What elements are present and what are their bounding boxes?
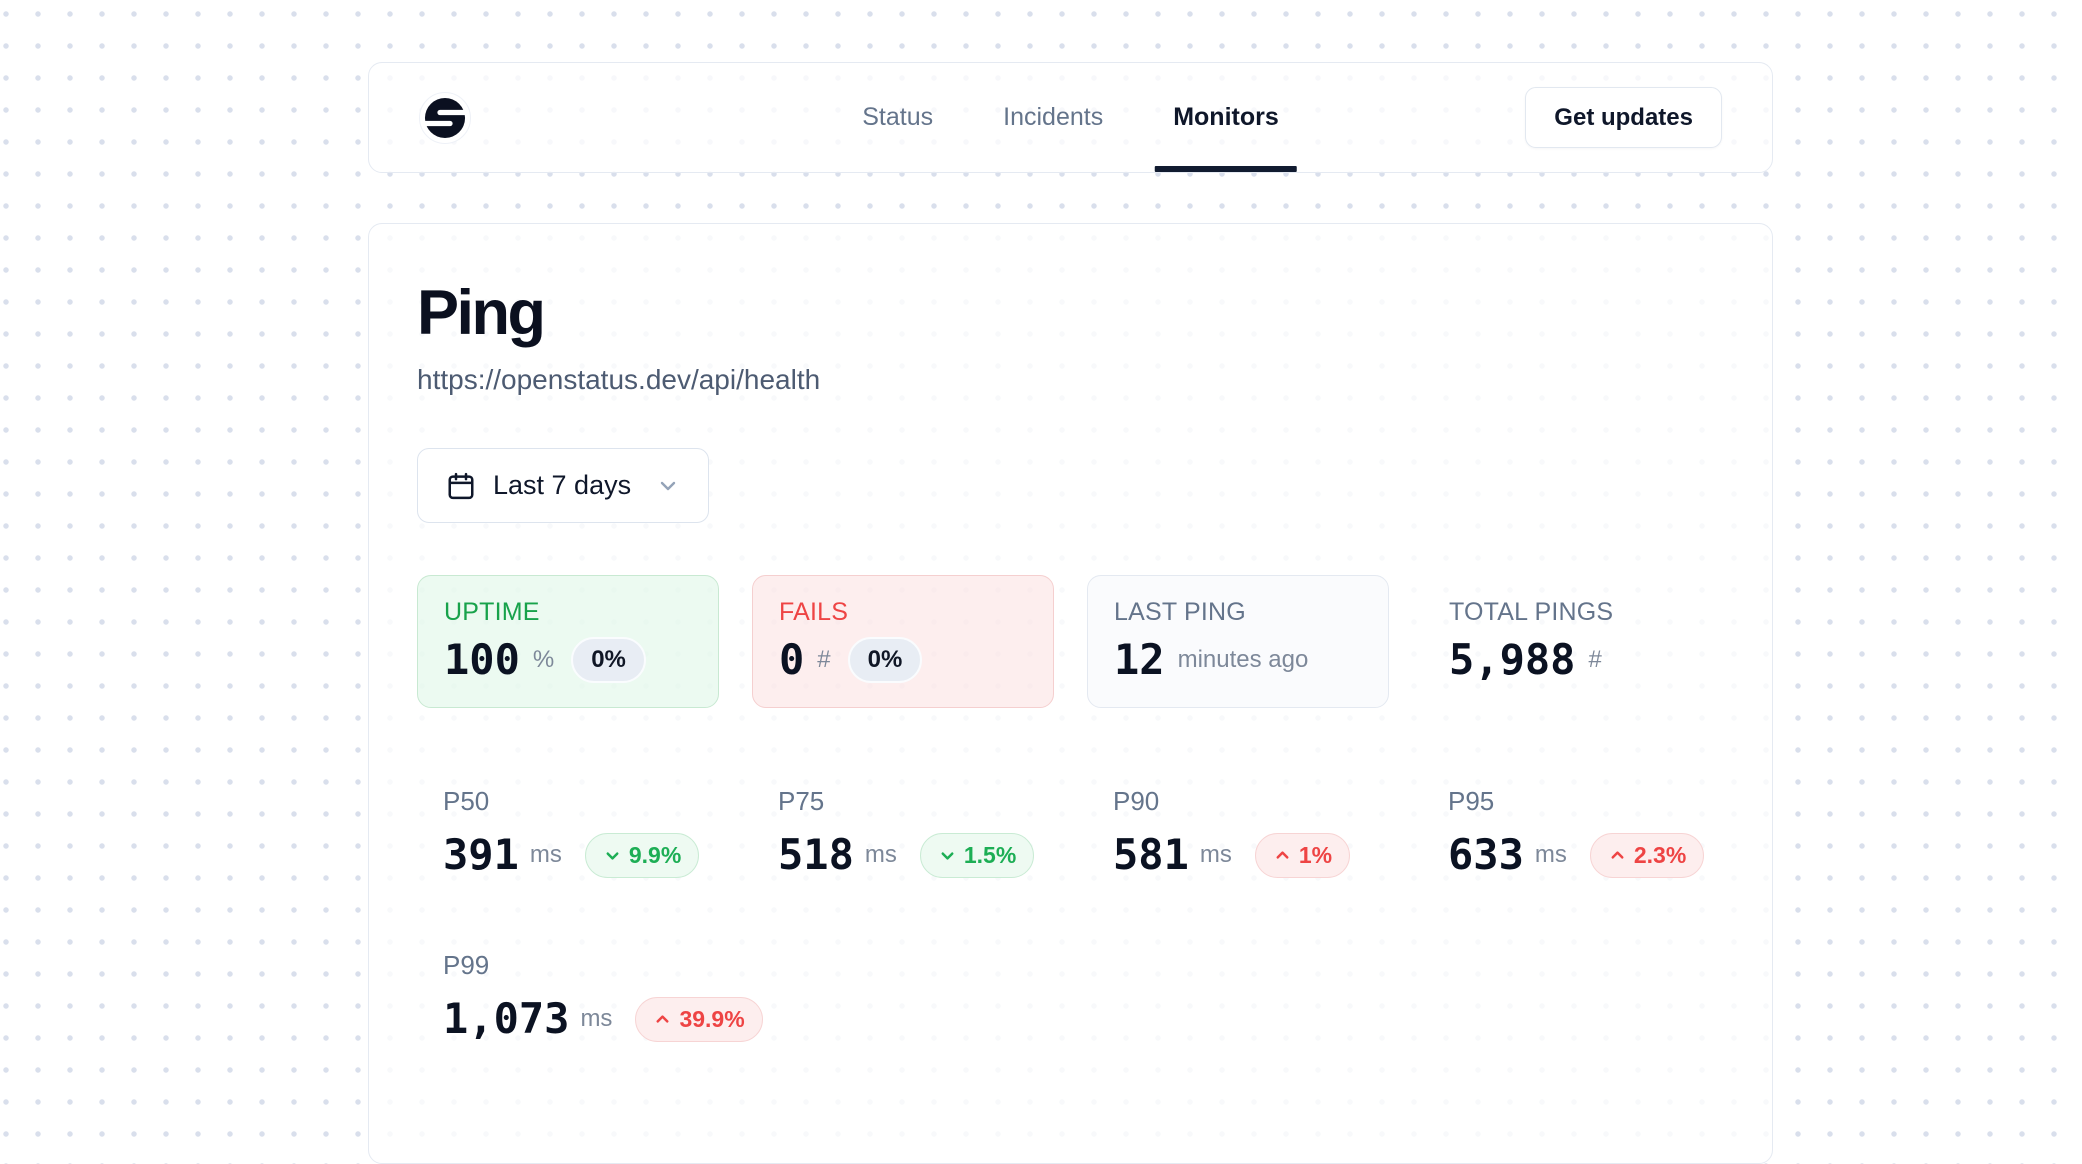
page: Status Incidents Monitors Get updates Pi… (368, 0, 1773, 1164)
trend-badge: 39.9% (635, 996, 763, 1042)
chevron-up-icon (1608, 846, 1627, 865)
percentile-value: 391 (443, 830, 519, 880)
percentiles-row-2: P99 1,073 ms 39.9% (417, 950, 1724, 1042)
stat-value: 5,988 (1449, 635, 1576, 685)
stat-label: FAILS (779, 598, 849, 627)
calendar-icon (446, 471, 476, 501)
percentile-label: P90 (1113, 786, 1160, 817)
percentile-p95: P95 633 ms 2.3% (1422, 786, 1724, 878)
nav-tabs: Status Incidents Monitors (840, 63, 1300, 172)
tab-monitors[interactable]: Monitors (1151, 63, 1301, 172)
stat-card-fails: FAILS 0 # 0% (752, 575, 1054, 709)
stat-unit: # (1588, 646, 1602, 674)
page-title: Ping (417, 278, 546, 348)
stat-label: UPTIME (444, 598, 540, 627)
stat-unit: # (817, 646, 831, 674)
tab-status[interactable]: Status (862, 103, 934, 131)
chevron-up-icon (1273, 846, 1292, 865)
percentile-label: P95 (1448, 786, 1495, 817)
percentile-unit: ms (1199, 841, 1232, 869)
trend-badge: 2.3% (1589, 832, 1705, 878)
percentile-p75: P75 518 ms 1.5% (752, 786, 1054, 878)
percentile-unit: ms (580, 1005, 613, 1033)
percentile-label: P75 (778, 786, 825, 817)
stat-label: LAST PING (1114, 598, 1246, 627)
stat-card-total-pings: TOTAL PINGS 5,988 # (1422, 575, 1724, 708)
trend-badge: 1.5% (919, 832, 1035, 878)
percentile-unit: ms (864, 841, 897, 869)
percentile-p50: P50 391 ms 9.9% (417, 786, 719, 878)
navbar: Status Incidents Monitors Get updates (368, 62, 1773, 173)
date-range-label: Last 7 days (493, 470, 632, 501)
tab-incidents[interactable]: Incidents (1003, 103, 1104, 131)
percentile-unit: ms (1534, 841, 1567, 869)
stat-card-uptime: UPTIME 100 % 0% (417, 575, 719, 709)
date-range-picker[interactable]: Last 7 days (417, 448, 710, 524)
monitor-card: Ping https://openstatus.dev/api/health L… (368, 223, 1773, 1164)
percentile-value: 518 (778, 830, 854, 880)
stat-value: 0 (779, 635, 805, 685)
percentile-label: P50 (443, 786, 490, 817)
trend-delta: 1% (1298, 841, 1333, 868)
stat-value: 100 (444, 635, 520, 685)
trend-delta: 1.5% (963, 841, 1017, 868)
openstatus-logo[interactable] (419, 91, 471, 144)
stat-unit: % (532, 646, 555, 674)
stat-card-last-ping: LAST PING 12 minutes ago (1087, 575, 1389, 709)
trend-badge: 9.9% (584, 832, 700, 878)
chevron-down-icon (656, 474, 680, 498)
chevron-down-icon (603, 846, 622, 865)
percentile-p99: P99 1,073 ms 39.9% (417, 950, 763, 1042)
percentiles-row-1: P50 391 ms 9.9% P75 (417, 786, 1724, 878)
percentile-label: P99 (443, 950, 490, 981)
trend-delta: 39.9% (679, 1005, 745, 1032)
percentile-unit: ms (529, 841, 562, 869)
stat-delta-badge: 0% (847, 637, 923, 684)
percentile-p90: P90 581 ms 1% (1087, 786, 1389, 878)
stats-row: UPTIME 100 % 0% FAILS 0 # 0% LAST PING (417, 575, 1724, 709)
stat-delta-badge: 0% (571, 637, 646, 684)
stat-value: 12 (1114, 635, 1165, 685)
stat-label: TOTAL PINGS (1449, 598, 1614, 627)
monitor-url: https://openstatus.dev/api/health (417, 364, 821, 396)
trend-delta: 9.9% (628, 841, 682, 868)
openstatus-logo-icon (424, 97, 466, 139)
percentile-value: 1,073 (443, 994, 570, 1044)
trend-delta: 2.3% (1633, 841, 1687, 868)
chevron-up-icon (653, 1010, 672, 1029)
trend-badge: 1% (1254, 832, 1351, 878)
percentile-value: 633 (1448, 830, 1524, 880)
percentile-value: 581 (1113, 830, 1189, 880)
get-updates-button[interactable]: Get updates (1525, 87, 1722, 148)
stat-unit: minutes ago (1177, 646, 1309, 674)
chevron-down-icon (938, 846, 957, 865)
